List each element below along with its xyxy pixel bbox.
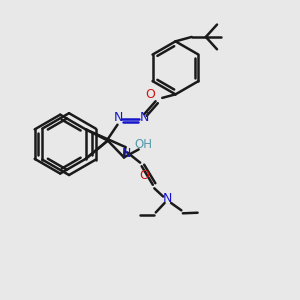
Text: O: O [139,169,149,182]
Text: OH: OH [135,138,153,151]
Text: N: N [113,111,123,124]
Text: N: N [139,111,149,124]
Text: N: N [121,147,131,160]
Text: O: O [146,88,155,101]
Text: N: N [163,192,172,205]
